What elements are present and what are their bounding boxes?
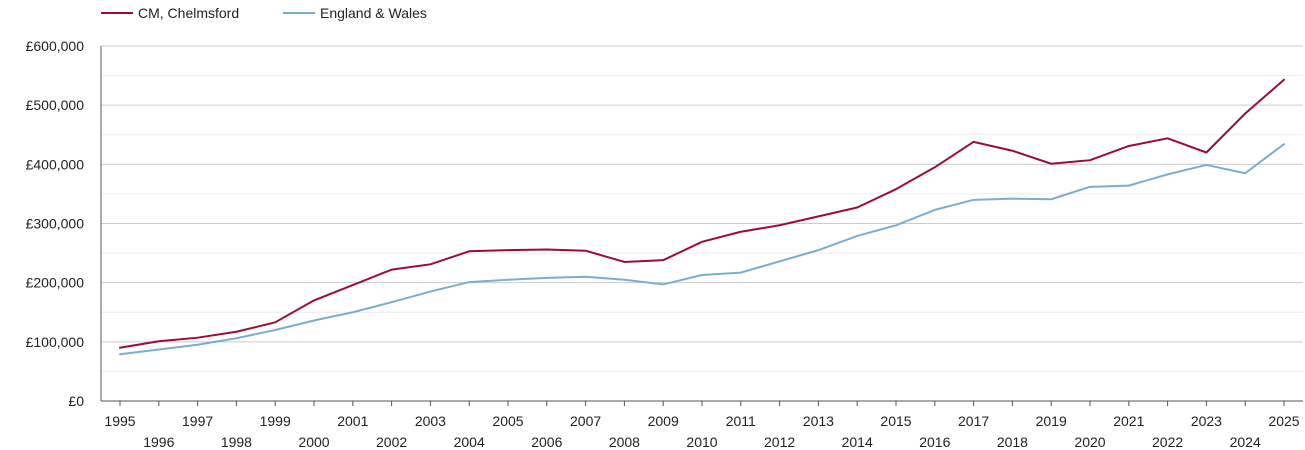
series-lines — [119, 78, 1285, 356]
x-tick-label: 2015 — [880, 413, 911, 429]
x-tick-label: 2018 — [997, 434, 1028, 450]
x-tick-label: 2011 — [726, 413, 756, 429]
y-tick-label: £300,000 — [26, 216, 85, 232]
x-tick-label: 2010 — [686, 434, 717, 450]
legend: CM, Chelmsford England & Wales — [101, 5, 427, 21]
x-tick-label: 2002 — [376, 434, 407, 450]
major-gridlines — [101, 45, 1303, 402]
y-tick-label: £200,000 — [26, 275, 85, 291]
x-tick-label: 2017 — [958, 413, 989, 429]
legend-label: CM, Chelmsford — [138, 5, 239, 21]
legend-label: England & Wales — [320, 5, 427, 21]
y-tick-label: £600,000 — [26, 38, 85, 54]
x-tick-label: 1996 — [143, 434, 174, 450]
x-tick-label: 2013 — [803, 413, 834, 429]
y-tick-label: £0 — [68, 393, 84, 409]
x-tick-label: 2014 — [842, 434, 873, 450]
y-tick-label: £500,000 — [26, 97, 85, 113]
x-tick-label: 1999 — [260, 413, 291, 429]
x-tick-label: 2003 — [415, 413, 446, 429]
x-tick-label: 2023 — [1191, 413, 1222, 429]
x-tick-label: 2006 — [531, 434, 562, 450]
x-tick-label: 1995 — [104, 413, 135, 429]
x-tick-label: 2000 — [298, 434, 329, 450]
x-tick-label: 2021 — [1113, 413, 1144, 429]
x-tick-label: 2020 — [1074, 434, 1105, 450]
x-tick-label: 2004 — [454, 434, 485, 450]
x-tick-label: 2008 — [609, 434, 640, 450]
series-line-cm-chelmsford — [119, 78, 1285, 349]
x-tick-label: 2025 — [1268, 413, 1299, 429]
x-tick-label: 2001 — [337, 413, 368, 429]
x-tick-label: 2022 — [1152, 434, 1183, 450]
x-tick-label: 1997 — [182, 413, 213, 429]
x-tick-label: 2009 — [648, 413, 679, 429]
x-tick-label: 2019 — [1036, 413, 1067, 429]
y-tick-label: £400,000 — [26, 156, 85, 172]
x-tick-label: 2005 — [492, 413, 523, 429]
x-tick-label: 2012 — [764, 434, 795, 450]
series-line-england-wales — [119, 143, 1285, 356]
y-tick-label: £100,000 — [26, 334, 85, 350]
x-tick-label: 2016 — [919, 434, 950, 450]
x-tick-label: 2007 — [570, 413, 601, 429]
minor-gridlines — [101, 75, 1303, 372]
y-axis: £0 £100,000 £200,000 £300,000 £400,000 £500,0… — [26, 38, 102, 409]
x-tick-label: 2024 — [1230, 434, 1261, 450]
x-tick-label: 1998 — [221, 434, 252, 450]
x-axis: 1995 1996 1997 1998 1999 2000 2001 2002 2003 2004… — [104, 401, 1300, 450]
